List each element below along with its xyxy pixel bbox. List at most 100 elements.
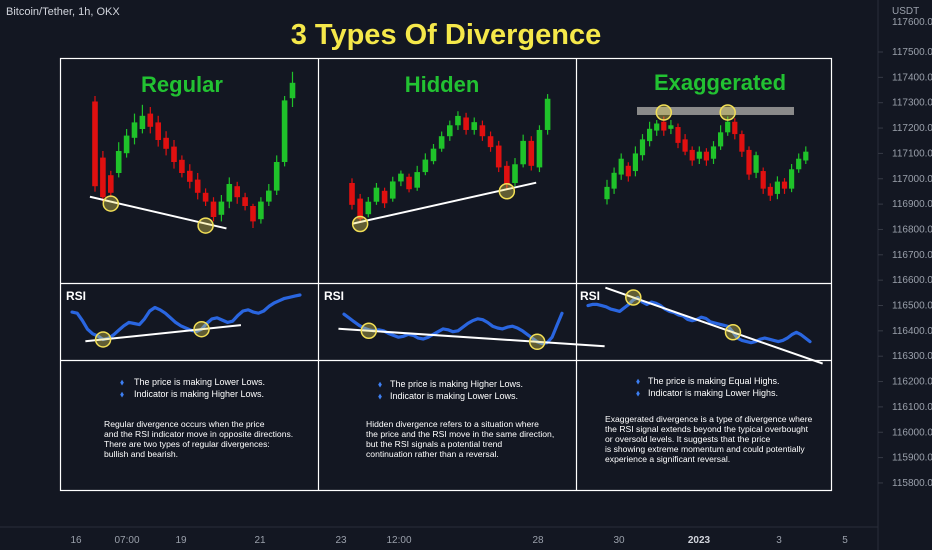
blue-arrow-icon: ⬧ — [636, 376, 640, 386]
time-tick-label: 07:00 — [114, 535, 139, 546]
candle — [463, 117, 469, 130]
bullet-text: The price is making Higher Lows. — [390, 379, 523, 389]
candle — [725, 121, 731, 133]
candle — [398, 173, 404, 182]
panel-exaggerated: Exaggerated RSI ⬧ The price is making Eq… — [580, 70, 824, 464]
divergence-marker — [102, 195, 120, 212]
time-tick-label: 21 — [254, 535, 266, 546]
blue-arrow-icon: ⬧ — [120, 389, 124, 399]
bullet-text: The price is making Equal Highs. — [648, 376, 780, 386]
candle — [179, 159, 185, 173]
bullet-text: Indicator is making Lower Highs. — [648, 388, 778, 398]
time-tick-label: 5 — [842, 535, 848, 546]
price-tick-label: 115900.00 — [892, 453, 932, 464]
description-line: but the RSI signals a potential trend — [366, 439, 502, 449]
candle — [611, 172, 617, 189]
chart-title: 3 Types Of Divergence — [291, 19, 602, 51]
candle — [487, 136, 494, 148]
candle — [218, 201, 225, 215]
time-axis[interactable]: 16 07:00 19 21 23 12:00 28 30 2023 3 5 — [0, 526, 878, 546]
candle — [504, 165, 510, 185]
rsi-chart-exaggerated — [586, 286, 824, 365]
candle — [746, 149, 752, 175]
description-exaggerated: Exaggerated divergence is a type of dive… — [605, 414, 813, 464]
candle — [92, 101, 98, 187]
candle — [108, 175, 114, 193]
candle — [767, 186, 773, 196]
divergence-marker — [193, 320, 210, 338]
divergence-marker — [197, 217, 214, 234]
divergence-marker — [655, 104, 673, 121]
price-tick-label: 116000.00 — [892, 427, 932, 438]
description-line: bullish and bearish. — [104, 449, 178, 459]
candle — [430, 148, 437, 162]
candle — [258, 201, 264, 220]
price-candles-regular — [89, 71, 296, 234]
divergence-marker — [625, 289, 642, 306]
candle — [194, 179, 201, 193]
price-trendline — [352, 181, 537, 225]
candle — [187, 170, 193, 182]
description-line: There are two types of regular divergenc… — [104, 439, 270, 449]
description-line: Exaggerated divergence is a type of dive… — [605, 414, 813, 424]
time-tick-label: 12:00 — [386, 535, 411, 546]
candle — [242, 197, 248, 206]
rsi-chart-hidden — [338, 311, 605, 351]
divergence-marker — [724, 324, 742, 341]
resistance-zone — [637, 106, 794, 115]
candle — [422, 159, 429, 173]
candle — [682, 139, 688, 152]
candle — [438, 136, 445, 149]
candle — [100, 157, 106, 198]
candle — [123, 135, 130, 154]
candle — [250, 206, 256, 222]
bullet-text: The price is making Lower Lows. — [134, 377, 265, 387]
panel-title-exaggerated: Exaggerated — [654, 70, 786, 95]
candle — [625, 165, 631, 177]
candle — [479, 125, 486, 137]
price-tick-label: 116100.00 — [892, 402, 932, 413]
rsi-line — [586, 295, 812, 345]
candle — [604, 186, 610, 200]
price-tick-label: 117500.00 — [892, 47, 932, 58]
candle — [536, 129, 543, 168]
price-tick-label: 116600.00 — [892, 275, 932, 286]
price-axis[interactable]: USDT 117600.00 117500.00 117400.00 117300.0… — [877, 0, 932, 550]
divergence-marker — [94, 331, 112, 348]
candle — [234, 186, 240, 198]
candle — [632, 153, 638, 172]
panel-frame — [59, 57, 833, 492]
candle — [710, 146, 717, 159]
time-tick-label: 16 — [70, 535, 82, 546]
price-tick-label: 117200.00 — [892, 123, 932, 134]
candle — [675, 127, 681, 143]
candle — [796, 158, 802, 170]
panel-hidden: Hidden RSI ⬧ The price is making Higher … — [324, 72, 605, 459]
candle — [389, 181, 396, 199]
price-tick-label: 116200.00 — [892, 377, 932, 388]
price-tick-label: 116300.00 — [892, 351, 932, 362]
candle — [226, 184, 233, 202]
candle — [266, 190, 272, 202]
price-axis-unit: USDT — [892, 6, 919, 17]
description-hidden: Hidden divergence refers to a situation … — [366, 419, 554, 459]
candle — [654, 123, 660, 131]
rsi-chart-regular — [70, 293, 302, 348]
blue-arrow-icon: ⬧ — [120, 377, 124, 387]
candle — [447, 125, 453, 137]
candle — [528, 140, 535, 166]
price-tick-label: 115800.00 — [892, 478, 932, 489]
panel-title-hidden: Hidden — [405, 72, 480, 97]
panel-regular: Regular RSI ⬧ The price is making Lower … — [66, 71, 302, 459]
candle — [618, 158, 624, 175]
description-line: the price and the RSI move in the same d… — [366, 429, 554, 439]
candle — [171, 146, 177, 162]
candle — [471, 122, 478, 130]
candle — [273, 162, 280, 191]
candle — [406, 176, 412, 190]
time-tick-label: 28 — [532, 535, 544, 546]
candle — [163, 137, 169, 149]
blue-arrow-icon: ⬧ — [378, 379, 382, 389]
price-tick-label: 117000.00 — [892, 174, 932, 185]
